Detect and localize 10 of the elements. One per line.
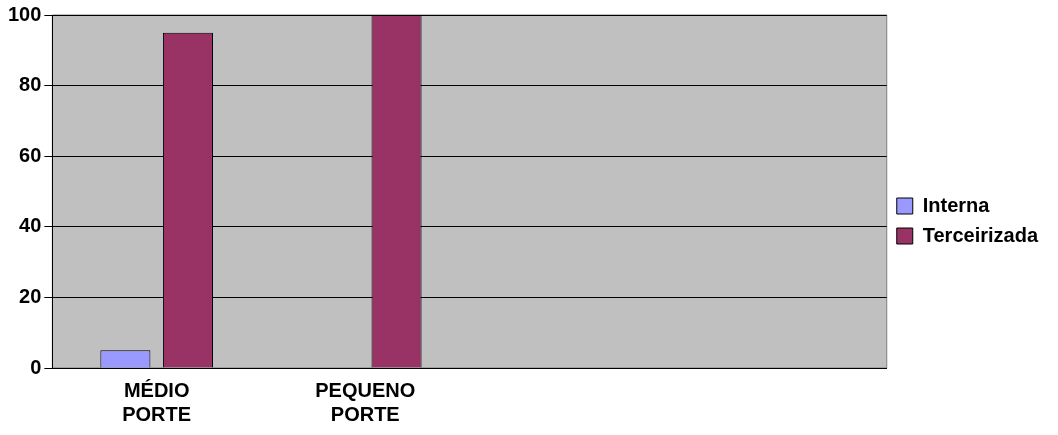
y-tick-label: 0 xyxy=(30,355,42,378)
y-tick-label: 40 xyxy=(19,214,42,237)
x-tick-label: PEQUENO PORTE xyxy=(315,378,416,425)
y-tick-label: 60 xyxy=(19,143,42,166)
y-tick-label: 100 xyxy=(7,2,42,25)
y-tick-label: 80 xyxy=(19,73,42,96)
legend-label: Terceirizada xyxy=(922,223,1039,246)
x-tick-label: MÉDIO PORTE xyxy=(122,378,192,425)
legend-label: Interna xyxy=(922,193,991,216)
y-tick-label: 20 xyxy=(19,284,42,307)
